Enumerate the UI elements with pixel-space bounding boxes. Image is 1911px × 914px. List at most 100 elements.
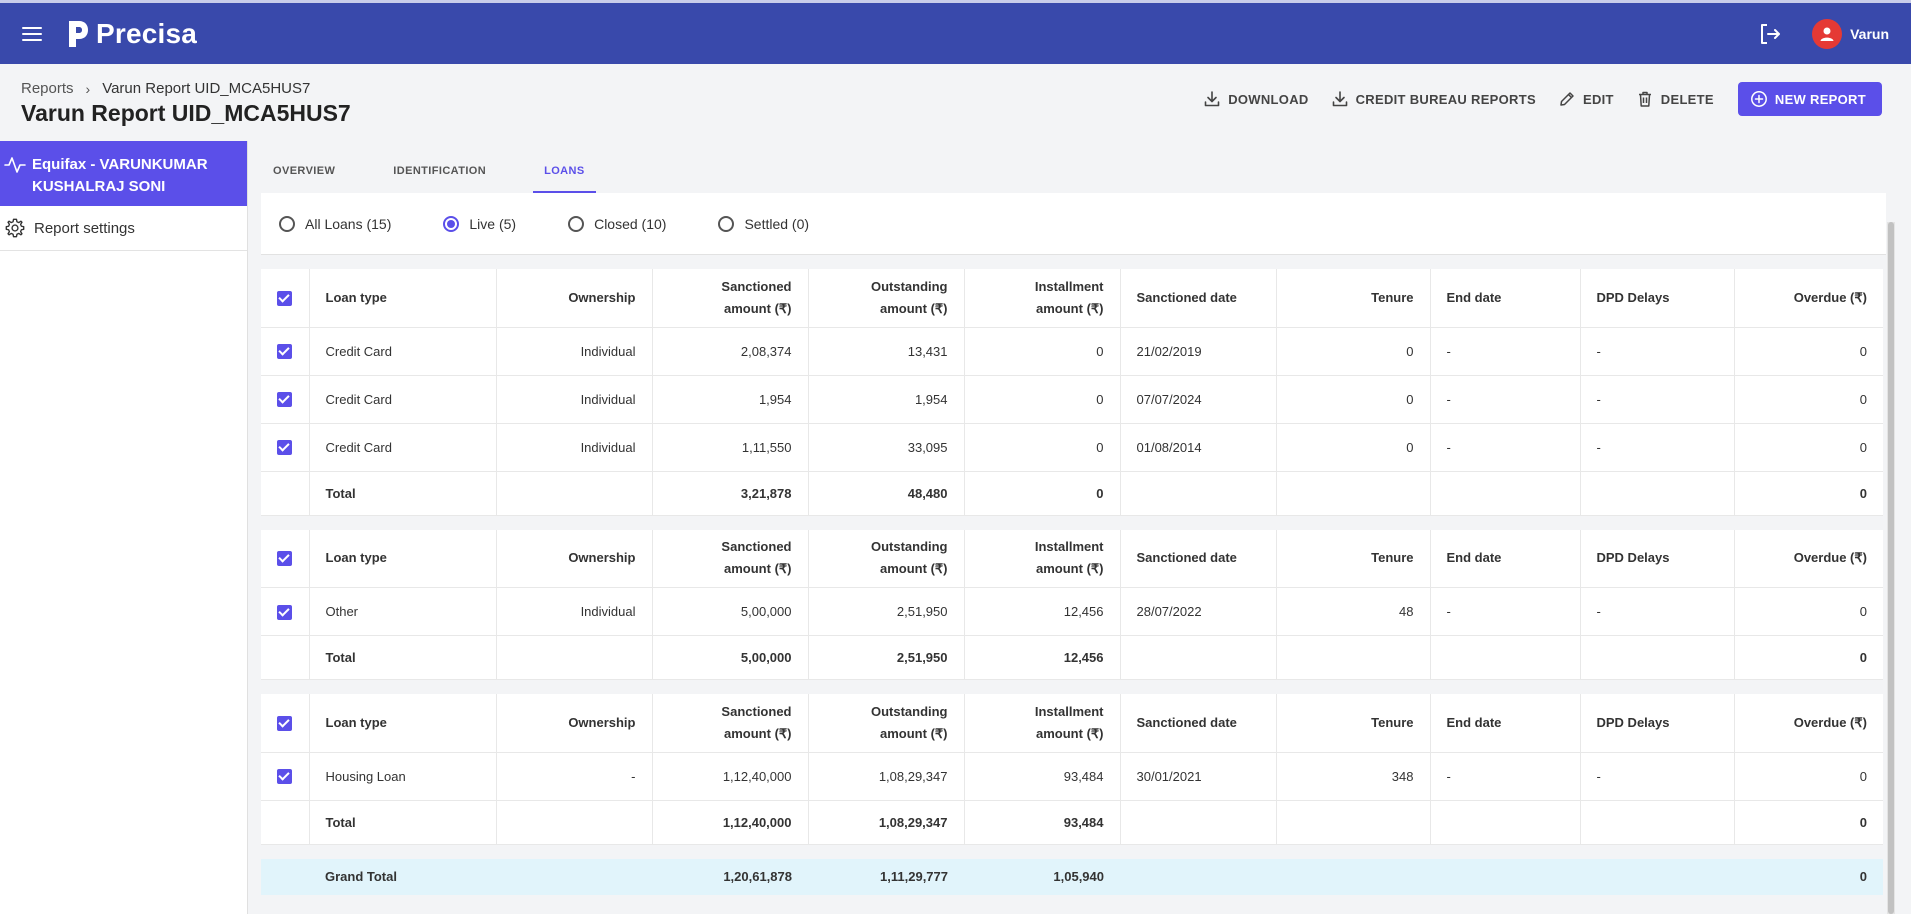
checkbox-checked-icon[interactable] [277, 344, 293, 360]
grand-total-outstanding: 1,11,29,777 [880, 869, 948, 884]
filter-settled-loans[interactable]: Settled (0) [718, 215, 809, 232]
total-installment: 12,456 [964, 635, 1121, 680]
new-report-label: NEW REPORT [1774, 91, 1866, 107]
col-sanctioned-date: Sanctioned date [1120, 269, 1277, 328]
checkbox-checked-icon[interactable] [277, 290, 293, 306]
total-sanctioned: 3,21,878 [652, 471, 809, 516]
header-line: Sanctioned [721, 703, 792, 719]
col-sanctioned-amount: Sanctioned amount (₹) [652, 269, 809, 328]
cell-sanctioned: 5,00,000 [652, 587, 809, 636]
credit-bureau-reports-button[interactable]: CREDIT BUREAU REPORTS [1331, 90, 1536, 108]
row-checkbox-cell[interactable] [261, 327, 310, 376]
header-line: Installment [1034, 539, 1104, 555]
col-ownership: Ownership [496, 269, 653, 328]
filter-live-loans[interactable]: Live (5) [443, 215, 517, 232]
report-settings-label: Report settings [34, 219, 135, 237]
header-line: Sanctioned [721, 278, 792, 294]
total-spacer [261, 635, 310, 680]
col-loan-type: Loan type [309, 269, 497, 328]
row-checkbox-cell[interactable] [261, 375, 310, 424]
breadcrumb: Reports › Varun Report UID_MCA5HUS7 [21, 80, 310, 97]
table-row[interactable]: Credit Card Individual 2,08,374 13,431 0 21/0… [261, 327, 1883, 376]
user-name[interactable]: Varun [1850, 25, 1889, 42]
col-sanctioned-amount: Sanctioned amount (₹) [652, 694, 809, 753]
row-checkbox-cell[interactable] [261, 752, 310, 801]
total-overdue: 0 [1734, 800, 1883, 845]
total-empty [1120, 635, 1277, 680]
filter-live-label: Live (5) [469, 215, 517, 232]
user-icon [1820, 27, 1834, 41]
row-checkbox-cell[interactable] [261, 587, 310, 636]
table-row[interactable]: Other Individual 5,00,000 2,51,950 12,456 28/… [261, 587, 1883, 636]
filter-all-loans[interactable]: All Loans (15) [279, 215, 391, 232]
cell-installment: 0 [964, 375, 1121, 424]
chevron-right-icon: › [85, 80, 91, 97]
cell-installment: 0 [964, 327, 1121, 376]
col-overdue: Overdue (₹) [1734, 269, 1883, 328]
total-empty [1276, 800, 1431, 845]
header-line: amount (₹) [1036, 725, 1104, 741]
cell-outstanding: 13,431 [808, 327, 965, 376]
tab-overview[interactable]: OVERVIEW [273, 165, 336, 177]
sidebar-item-equifax-report[interactable]: Equifax - VARUNKUMAR KUSHALRAJ SONI [0, 141, 247, 206]
checkbox-checked-icon[interactable] [277, 440, 293, 456]
total-empty [1580, 635, 1735, 680]
col-outstanding-amount: Outstanding amount (₹) [808, 529, 965, 588]
cell-overdue: 0 [1734, 752, 1883, 801]
breadcrumb-reports-link[interactable]: Reports [21, 80, 74, 97]
cell-loan-type: Credit Card [309, 423, 497, 472]
cell-tenure: 0 [1276, 423, 1431, 472]
page-scrollbar[interactable] [1887, 222, 1895, 914]
cell-loan-type: Other [309, 587, 497, 636]
cell-installment: 0 [964, 423, 1121, 472]
new-report-button[interactable]: NEW REPORT [1737, 82, 1882, 116]
select-all-checkbox[interactable] [261, 694, 310, 753]
download-button[interactable]: DOWNLOAD [1203, 90, 1308, 108]
delete-button[interactable]: DELETE [1636, 90, 1714, 108]
checkbox-checked-icon[interactable] [277, 769, 293, 785]
total-empty [1430, 635, 1581, 680]
table-row[interactable]: Credit Card Individual 1,954 1,954 0 07/07/20… [261, 375, 1883, 424]
select-all-checkbox[interactable] [261, 269, 310, 328]
cell-outstanding: 1,954 [808, 375, 965, 424]
edit-button[interactable]: EDIT [1558, 90, 1614, 108]
scrollbar-thumb[interactable] [1888, 222, 1894, 914]
col-dpd-delays: DPD Delays [1580, 529, 1735, 588]
total-empty [1120, 471, 1277, 516]
checkbox-checked-icon[interactable] [277, 715, 293, 731]
tab-identification[interactable]: IDENTIFICATION [393, 165, 487, 177]
brand-name: Precisa [96, 17, 198, 49]
menu-icon[interactable] [22, 19, 52, 49]
grand-total-sanctioned: 1,20,61,878 [723, 869, 792, 884]
checkbox-checked-icon[interactable] [277, 604, 293, 620]
grand-total-label: Grand Total [325, 869, 397, 884]
logout-icon[interactable] [1756, 20, 1784, 48]
sidebar-item-report-settings[interactable]: Report settings [0, 206, 247, 251]
report-name-line2: KUSHALRAJ SONI [32, 178, 166, 195]
table-header-row: Loan type Ownership Sanctioned amount (₹) Ou… [261, 694, 1883, 753]
header-line: Outstanding [870, 539, 948, 555]
brand-logo[interactable]: Precisa [66, 18, 197, 50]
total-outstanding: 2,51,950 [808, 635, 965, 680]
pencil-icon [1560, 92, 1574, 106]
tab-loans[interactable]: LOANS [533, 156, 596, 193]
filter-closed-loans[interactable]: Closed (10) [568, 215, 666, 232]
table-row[interactable]: Housing Loan -1,12,40,000 1,08,29,347 93,48… [261, 752, 1883, 801]
row-checkbox-cell[interactable] [261, 423, 310, 472]
avatar[interactable] [1812, 18, 1843, 49]
cell-sanctioned: 1,11,550 [652, 423, 809, 472]
cell-tenure: 0 [1276, 375, 1431, 424]
cell-ownership: - [496, 752, 653, 801]
total-sanctioned: 1,12,40,000 [652, 800, 809, 845]
table-row[interactable]: Credit Card Individual 1,11,550 33,095 0 01/0… [261, 423, 1883, 472]
checkbox-checked-icon[interactable] [277, 551, 293, 567]
checkbox-checked-icon[interactable] [277, 392, 293, 408]
total-empty [496, 800, 653, 845]
breadcrumb-current: Varun Report UID_MCA5HUS7 [102, 80, 311, 97]
select-all-checkbox[interactable] [261, 529, 310, 588]
header-line: amount (₹) [724, 300, 792, 316]
total-label: Total [309, 471, 497, 516]
col-loan-type: Loan type [309, 694, 497, 753]
total-installment: 0 [964, 471, 1121, 516]
header-line: amount (₹) [724, 561, 792, 577]
